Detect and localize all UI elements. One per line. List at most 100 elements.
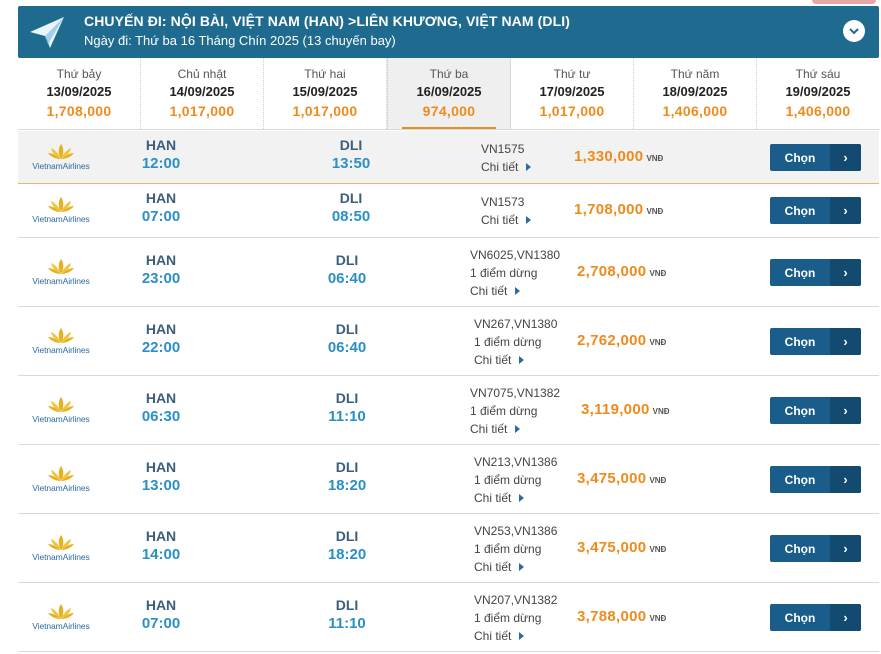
lotus-icon	[48, 259, 74, 274]
date-tab[interactable]: Thứ tư 17/09/2025 1,017,000	[511, 58, 634, 129]
departure-time: 13:00	[141, 477, 181, 494]
flight-row: VietnamAirlines HAN 07:00 DLI 11:10 VN207,VN1…	[18, 583, 879, 652]
fare-amount: 3,475,000	[577, 539, 647, 556]
detail-link-label: Chi tiết	[481, 160, 519, 174]
fare: 3,475,000 VNĐ	[577, 539, 666, 557]
flight-list: VietnamAirlines HAN 12:00 DLI 13:50 VN1575 Chi…	[18, 131, 879, 652]
select-flight-button[interactable]: Chọn ›	[770, 604, 861, 631]
fare-amount: 2,708,000	[577, 263, 647, 280]
flight-row: VietnamAirlines HAN 23:00 DLI 06:40 VN6025,VN…	[18, 238, 879, 307]
fare-amount: 3,788,000	[577, 608, 647, 625]
date-tab-price: 1,708,000	[46, 103, 112, 119]
select-button-label: Chọn	[784, 472, 816, 487]
flight-number: VN1575	[481, 142, 525, 156]
departure-code: HAN	[145, 528, 177, 544]
chevron-right-icon: ›	[830, 397, 861, 424]
select-flight-button[interactable]: Chọn ›	[770, 144, 861, 171]
departure: HAN 13:00	[121, 459, 201, 494]
detail-link[interactable]: Chi tiết	[470, 282, 560, 300]
top-tab[interactable]	[812, 0, 876, 4]
caret-right-icon	[515, 287, 521, 295]
airline-logo: VietnamAirlines	[26, 603, 96, 631]
date-tab-weekday: Chủ nhật	[177, 67, 227, 81]
detail-link[interactable]: Chi tiết	[481, 211, 532, 229]
fare-currency: VNĐ	[649, 338, 667, 347]
date-tab[interactable]: Thứ sáu 19/09/2025 1,406,000	[757, 58, 879, 129]
select-flight-button[interactable]: Chọn ›	[770, 259, 861, 286]
arrival-code: DLI	[335, 252, 359, 268]
caret-right-icon	[515, 425, 521, 433]
detail-link[interactable]: Chi tiết	[481, 158, 532, 176]
airline-name: VietnamAirlines	[32, 161, 90, 171]
select-flight-button[interactable]: Chọn ›	[770, 328, 861, 355]
stops-label: 1 điểm dừng	[470, 404, 538, 418]
flight-row: VietnamAirlines HAN 06:30 DLI 11:10 VN7075,VN…	[18, 376, 879, 445]
flight-row: VietnamAirlines HAN 12:00 DLI 13:50 VN1575 Chi…	[18, 131, 879, 184]
detail-link[interactable]: Chi tiết	[474, 558, 557, 576]
collapse-button[interactable]	[843, 20, 865, 42]
departure-code: HAN	[145, 137, 177, 153]
paper-plane-icon	[30, 17, 64, 48]
date-tab[interactable]: Thứ bảy 13/09/2025 1,708,000	[18, 58, 141, 129]
airline-name: VietnamAirlines	[32, 483, 90, 493]
date-tab[interactable]: Thứ ba 16/09/2025 974,000	[387, 58, 511, 129]
fare-currency: VNĐ	[649, 614, 667, 623]
fare-currency: VNĐ	[649, 545, 667, 554]
chevron-right-icon: ›	[830, 144, 861, 171]
fare-amount: 1,708,000	[574, 201, 644, 218]
arrival: DLI 08:50	[311, 190, 391, 225]
fare: 3,788,000 VNĐ	[577, 608, 666, 626]
stops-label: 1 điểm dừng	[474, 335, 542, 349]
fare-amount: 3,119,000	[581, 401, 650, 418]
date-tab[interactable]: Thứ năm 18/09/2025 1,406,000	[634, 58, 757, 129]
fare-currency: VNĐ	[649, 476, 667, 485]
chevron-right-icon: ›	[830, 197, 861, 224]
detail-link-label: Chi tiết	[470, 422, 508, 436]
date-tab[interactable]: Thứ hai 15/09/2025 1,017,000	[264, 58, 387, 129]
select-flight-button[interactable]: Chọn ›	[770, 197, 861, 224]
date-tab-price: 1,017,000	[292, 103, 358, 119]
detail-link[interactable]: Chi tiết	[474, 489, 557, 507]
flight-number: VN213,VN1386	[474, 455, 558, 469]
fare: 1,708,000 VNĐ	[574, 201, 663, 219]
select-flight-button[interactable]: Chọn ›	[770, 535, 861, 562]
date-tab-date: 13/09/2025	[46, 84, 112, 99]
airline-name: VietnamAirlines	[32, 276, 90, 286]
fare-currency: VNĐ	[649, 269, 667, 278]
chevron-right-icon: ›	[830, 328, 861, 355]
chevron-right-icon: ›	[830, 259, 861, 286]
select-flight-button[interactable]: Chọn ›	[770, 397, 861, 424]
airline-logo: VietnamAirlines	[26, 143, 96, 171]
caret-right-icon	[519, 356, 525, 364]
date-tab-price: 1,017,000	[169, 103, 235, 119]
departure-time: 23:00	[141, 270, 181, 287]
departure: HAN 07:00	[121, 190, 201, 225]
detail-link[interactable]: Chi tiết	[474, 351, 557, 369]
lotus-icon	[48, 604, 74, 619]
detail-link[interactable]: Chi tiết	[474, 627, 557, 645]
fare-currency: VNĐ	[652, 407, 670, 416]
chevron-down-icon	[849, 28, 859, 35]
flight-number: VN7075,VN1382	[470, 386, 561, 400]
date-tab[interactable]: Chủ nhật 14/09/2025 1,017,000	[141, 58, 264, 129]
airline-name: VietnamAirlines	[32, 214, 90, 224]
airline-logo: VietnamAirlines	[26, 396, 96, 424]
date-tab-date: 16/09/2025	[416, 84, 482, 99]
date-tab-weekday: Thứ sáu	[795, 67, 841, 81]
select-button-label: Chọn	[784, 203, 816, 218]
date-tab-date: 15/09/2025	[292, 84, 358, 99]
departure-code: HAN	[145, 390, 177, 406]
date-selector: Thứ bảy 13/09/2025 1,708,000 Chủ nhật 14/09/…	[18, 58, 879, 130]
caret-right-icon	[519, 632, 525, 640]
arrival-code: DLI	[339, 137, 363, 153]
flight-info: VN207,VN1382 1 điểm dừng Chi tiết	[474, 591, 557, 645]
flight-number: VN207,VN1382	[474, 593, 558, 607]
caret-right-icon	[526, 216, 532, 224]
lotus-icon	[48, 328, 74, 343]
date-tab-price: 1,017,000	[539, 103, 605, 119]
detail-link[interactable]: Chi tiết	[470, 420, 560, 438]
date-tab-price: 974,000	[422, 103, 476, 119]
flight-info: VN267,VN1380 1 điểm dừng Chi tiết	[474, 315, 557, 369]
select-flight-button[interactable]: Chọn ›	[770, 466, 861, 493]
flight-info: VN1573 Chi tiết	[481, 193, 532, 229]
